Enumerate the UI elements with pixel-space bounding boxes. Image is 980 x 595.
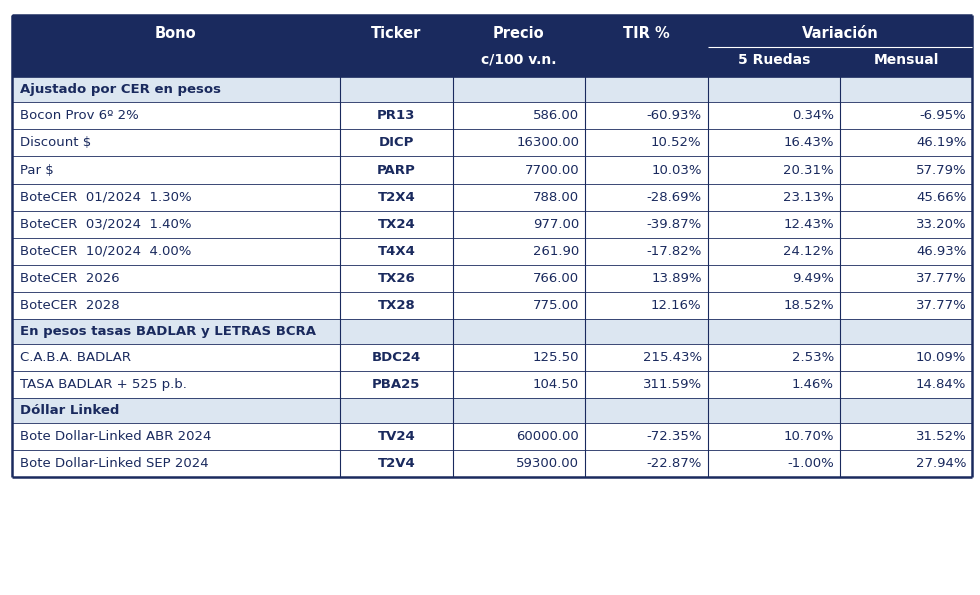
Text: 20.31%: 20.31% xyxy=(783,164,834,177)
Text: 766.00: 766.00 xyxy=(533,272,579,285)
Text: 23.13%: 23.13% xyxy=(783,190,834,203)
Text: -1.00%: -1.00% xyxy=(787,457,834,470)
Text: TIR %: TIR % xyxy=(623,26,669,41)
Text: T4X4: T4X4 xyxy=(377,245,416,258)
Text: -6.95%: -6.95% xyxy=(919,109,966,123)
Text: Ajustado por CER en pesos: Ajustado por CER en pesos xyxy=(20,83,220,96)
Text: BoteCER  10/2024  4.00%: BoteCER 10/2024 4.00% xyxy=(20,245,191,258)
Text: 2.53%: 2.53% xyxy=(792,351,834,364)
Text: 57.79%: 57.79% xyxy=(915,164,966,177)
Text: c/100 v.n.: c/100 v.n. xyxy=(481,53,557,67)
Text: 9.49%: 9.49% xyxy=(792,272,834,285)
Text: 125.50: 125.50 xyxy=(533,351,579,364)
Text: Discount $: Discount $ xyxy=(20,136,91,149)
Text: 0.34%: 0.34% xyxy=(792,109,834,123)
Text: 37.77%: 37.77% xyxy=(915,299,966,312)
Text: 586.00: 586.00 xyxy=(533,109,579,123)
Text: 16300.00: 16300.00 xyxy=(516,136,579,149)
Text: 16.43%: 16.43% xyxy=(783,136,834,149)
Text: 46.93%: 46.93% xyxy=(916,245,966,258)
Text: BoteCER  2026: BoteCER 2026 xyxy=(20,272,120,285)
Text: 60000.00: 60000.00 xyxy=(516,430,579,443)
Text: TV24: TV24 xyxy=(377,430,416,443)
Text: PR13: PR13 xyxy=(377,109,416,123)
Text: PBA25: PBA25 xyxy=(372,378,420,391)
Bar xyxy=(12,265,972,292)
Bar xyxy=(12,423,972,450)
Text: Bocon Prov 6º 2%: Bocon Prov 6º 2% xyxy=(20,109,138,123)
Bar xyxy=(12,292,972,319)
Text: 788.00: 788.00 xyxy=(533,190,579,203)
Text: 7700.00: 7700.00 xyxy=(524,164,579,177)
Text: 18.52%: 18.52% xyxy=(783,299,834,312)
Text: 24.12%: 24.12% xyxy=(783,245,834,258)
Text: TASA BADLAR + 525 p.b.: TASA BADLAR + 525 p.b. xyxy=(20,378,186,391)
Text: Bono: Bono xyxy=(155,26,197,41)
Text: Par $: Par $ xyxy=(20,164,53,177)
Text: Dóllar Linked: Dóllar Linked xyxy=(20,404,119,417)
Text: BoteCER  2028: BoteCER 2028 xyxy=(20,299,120,312)
Text: 27.94%: 27.94% xyxy=(915,457,966,470)
Text: -17.82%: -17.82% xyxy=(646,245,702,258)
Text: Bote Dollar-Linked ABR 2024: Bote Dollar-Linked ABR 2024 xyxy=(20,430,211,443)
Text: 215.43%: 215.43% xyxy=(643,351,702,364)
Text: -39.87%: -39.87% xyxy=(647,218,702,231)
Text: 311.59%: 311.59% xyxy=(643,378,702,391)
Text: 59300.00: 59300.00 xyxy=(516,457,579,470)
Bar xyxy=(12,371,972,398)
Text: 12.16%: 12.16% xyxy=(651,299,702,312)
Bar xyxy=(12,344,972,371)
Text: T2X4: T2X4 xyxy=(377,190,416,203)
Text: 46.19%: 46.19% xyxy=(916,136,966,149)
Text: Variación: Variación xyxy=(802,26,878,41)
Bar xyxy=(12,130,972,156)
Text: 104.50: 104.50 xyxy=(533,378,579,391)
Text: Ticker: Ticker xyxy=(371,26,421,41)
Text: 10.52%: 10.52% xyxy=(651,136,702,149)
Text: Mensual: Mensual xyxy=(873,53,939,67)
Text: Bote Dollar-Linked SEP 2024: Bote Dollar-Linked SEP 2024 xyxy=(20,457,208,470)
Bar xyxy=(12,102,972,130)
Text: 33.20%: 33.20% xyxy=(915,218,966,231)
Bar xyxy=(12,211,972,237)
Text: 977.00: 977.00 xyxy=(533,218,579,231)
Text: 45.66%: 45.66% xyxy=(916,190,966,203)
Bar xyxy=(12,237,972,265)
Bar xyxy=(12,450,972,477)
Text: 13.89%: 13.89% xyxy=(651,272,702,285)
Text: 31.52%: 31.52% xyxy=(915,430,966,443)
Bar xyxy=(12,398,972,423)
Text: TX24: TX24 xyxy=(377,218,416,231)
Text: 10.03%: 10.03% xyxy=(651,164,702,177)
Text: En pesos tasas BADLAR y LETRAS BCRA: En pesos tasas BADLAR y LETRAS BCRA xyxy=(20,325,316,338)
Text: DICP: DICP xyxy=(378,136,415,149)
Bar xyxy=(12,183,972,211)
Text: -72.35%: -72.35% xyxy=(646,430,702,443)
Text: 10.09%: 10.09% xyxy=(916,351,966,364)
Text: BDC24: BDC24 xyxy=(371,351,421,364)
Text: -22.87%: -22.87% xyxy=(646,457,702,470)
Bar xyxy=(12,319,972,344)
Bar xyxy=(12,15,972,77)
Text: T2V4: T2V4 xyxy=(377,457,416,470)
Text: -60.93%: -60.93% xyxy=(647,109,702,123)
Text: 1.46%: 1.46% xyxy=(792,378,834,391)
Bar xyxy=(12,77,972,102)
Text: 12.43%: 12.43% xyxy=(783,218,834,231)
Text: PARP: PARP xyxy=(377,164,416,177)
Text: 775.00: 775.00 xyxy=(533,299,579,312)
Text: Precio: Precio xyxy=(493,26,545,41)
Text: 10.70%: 10.70% xyxy=(783,430,834,443)
Text: 5 Ruedas: 5 Ruedas xyxy=(738,53,809,67)
Text: 37.77%: 37.77% xyxy=(915,272,966,285)
Text: 261.90: 261.90 xyxy=(533,245,579,258)
Text: C.A.B.A. BADLAR: C.A.B.A. BADLAR xyxy=(20,351,130,364)
Text: BoteCER  01/2024  1.30%: BoteCER 01/2024 1.30% xyxy=(20,190,191,203)
Text: TX28: TX28 xyxy=(377,299,416,312)
Bar xyxy=(12,156,972,183)
Text: BoteCER  03/2024  1.40%: BoteCER 03/2024 1.40% xyxy=(20,218,191,231)
Text: 14.84%: 14.84% xyxy=(916,378,966,391)
Text: -28.69%: -28.69% xyxy=(647,190,702,203)
Text: TX26: TX26 xyxy=(377,272,416,285)
